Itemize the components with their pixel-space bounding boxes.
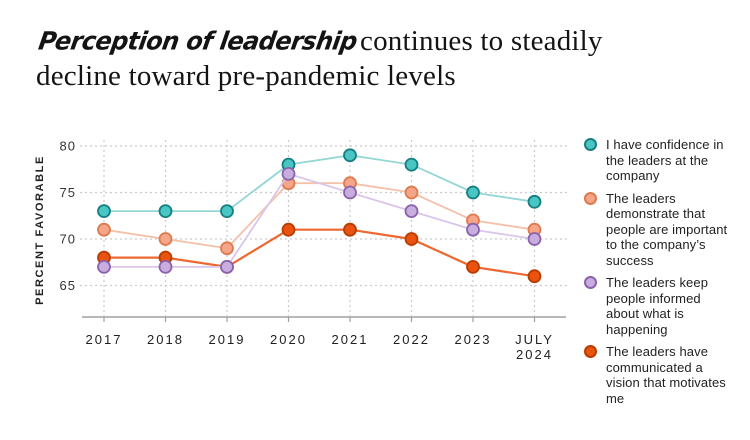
data-point-2-4	[343, 185, 357, 200]
data-point-0-5	[404, 157, 419, 172]
x-tick-label: 2017	[86, 332, 123, 347]
data-point-0-0	[97, 204, 111, 218]
x-tick-label: 2019	[209, 332, 246, 347]
data-point-3-5	[404, 232, 419, 246]
data-point-2-0	[97, 259, 111, 274]
legend-item-demonstrate: The leaders demonstrate that people are …	[584, 191, 746, 269]
x-tick-label: JULY 2024	[515, 332, 554, 362]
title-line-2: decline toward pre-pandemic levels	[36, 60, 456, 92]
chart-legend: I have confidence in the leaders at the …	[584, 137, 746, 406]
y-axis-title: PERCENT FAVORABLE	[34, 155, 46, 305]
data-point-3-3	[281, 222, 296, 237]
x-tick-label: 2022	[393, 332, 430, 347]
y-tick-label: 80	[60, 139, 76, 154]
legend-item-vision: The leaders have communicated a vision t…	[584, 344, 746, 406]
data-point-2-7	[527, 232, 542, 246]
legend-item-informed: The leaders keep people informed about w…	[584, 275, 746, 337]
x-tick-label: 2021	[332, 332, 369, 347]
data-point-2-5	[404, 204, 419, 218]
x-tick-label: 2023	[455, 332, 492, 347]
data-point-2-6	[466, 222, 480, 237]
page-title: Perception of leadershipcontinues to ste…	[36, 24, 636, 93]
data-point-1-5	[404, 185, 419, 200]
series-line-3	[104, 228, 535, 278]
data-point-0-2	[220, 204, 234, 218]
series-line-0	[104, 154, 535, 212]
x-tick-label: 2018	[147, 332, 184, 347]
legend-dot-salmon-icon	[584, 191, 597, 205]
data-point-0-6	[466, 185, 480, 200]
data-point-2-3	[281, 167, 296, 181]
legend-dot-teal-icon	[584, 138, 597, 151]
y-tick-label: 75	[60, 185, 76, 200]
legend-label: The leaders have communicated a vision t…	[606, 344, 726, 406]
title-script-text: Perception of leadership	[36, 26, 360, 56]
data-point-3-6	[466, 259, 480, 274]
data-point-0-4	[343, 148, 357, 163]
data-point-1-1	[158, 232, 173, 246]
line-chart: 80 75 70 65 2017 2018 2019 2020 2021 2022 2023 JULY…	[34, 139, 570, 362]
y-tick-label: 65	[60, 278, 76, 293]
data-point-3-7	[527, 269, 542, 284]
line-chart-area: 80 75 70 65 2017 2018 2019 2020 2021 2022 2023 JULY…	[30, 130, 590, 375]
series-line-2	[104, 172, 535, 268]
data-point-0-1	[158, 204, 173, 218]
data-point-1-2	[220, 241, 234, 256]
data-point-2-1	[158, 259, 173, 274]
legend-label: I have confidence in the leaders at the …	[606, 137, 724, 183]
data-point-3-4	[343, 222, 357, 237]
legend-item-confidence: I have confidence in the leaders at the …	[584, 137, 746, 184]
legend-dot-purple-icon	[584, 276, 597, 289]
title-serif-text: continues to steadily	[360, 25, 603, 57]
legend-label: The leaders demonstrate that people are …	[606, 190, 728, 268]
legend-label: The leaders keep people informed about w…	[606, 275, 709, 337]
data-point-1-0	[97, 222, 111, 237]
data-point-2-2	[220, 259, 234, 274]
data-point-0-7	[527, 194, 542, 209]
legend-dot-orange-icon	[584, 345, 597, 358]
y-tick-label: 70	[60, 232, 76, 247]
x-tick-label: 2020	[270, 332, 307, 347]
title-line-1: Perception of leadershipcontinues to ste…	[36, 24, 636, 59]
